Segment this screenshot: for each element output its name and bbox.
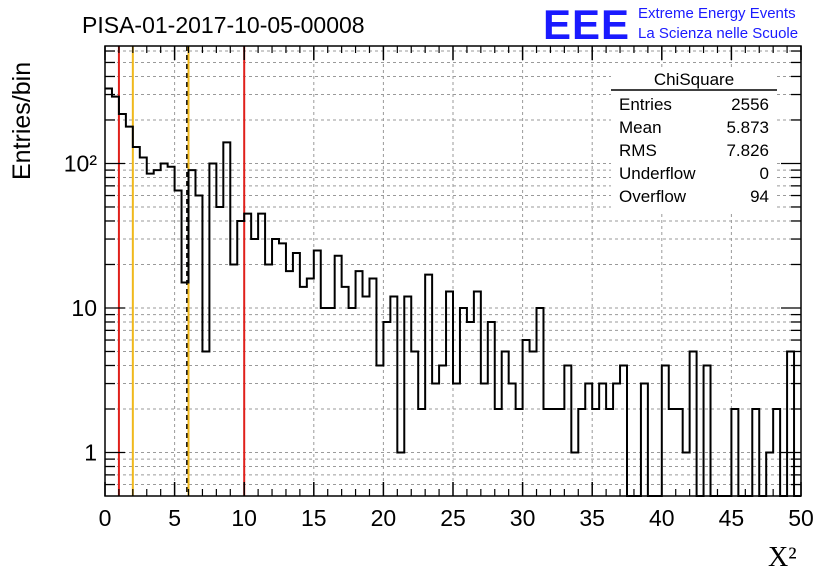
stats-label: Mean — [619, 118, 662, 137]
stats-label: RMS — [619, 141, 657, 160]
stats-value: 7.826 — [726, 141, 769, 160]
x-tick-label: 30 — [510, 505, 536, 531]
stats-title: ChiSquare — [654, 70, 734, 89]
stats-label: Overflow — [619, 187, 687, 206]
stats-value: 94 — [750, 187, 769, 206]
x-tick-label: 40 — [649, 505, 675, 531]
x-tick-label: 50 — [788, 505, 814, 531]
x-tick-label: 5 — [168, 505, 181, 531]
stats-box: ChiSquare Entries 2556 Mean 5.873 RMS 7.826 Un… — [611, 67, 777, 212]
x-tick-label: 20 — [371, 505, 397, 531]
x-tick-label: 25 — [440, 505, 466, 531]
logo-line1: Extreme Energy Events — [638, 5, 796, 22]
x-tick-label: 15 — [301, 505, 327, 531]
logo-line2: La Scienza nelle Scuole — [638, 25, 798, 42]
stats-label: Underflow — [619, 164, 696, 183]
stats-value: 5.873 — [726, 118, 769, 137]
x-axis-label: X² — [768, 542, 797, 572]
y-tick-label: 1 — [84, 439, 97, 465]
x-tick-label: 0 — [99, 505, 112, 531]
axes: 0 5 10 15 20 25 30 35 40 45 50 1 10 10² — [64, 46, 814, 531]
y-tick-label: 10² — [64, 150, 98, 176]
x-tick-label: 35 — [579, 505, 605, 531]
x-tick-label: 10 — [231, 505, 257, 531]
x-axis-label-text: X² — [768, 542, 797, 572]
x-tick-label: 45 — [719, 505, 745, 531]
logo-mark: EEE — [543, 1, 629, 48]
histogram-series — [105, 87, 801, 497]
chart-title: PISA-01-2017-10-05-00008 — [82, 12, 365, 38]
stats-value: 0 — [760, 164, 769, 183]
stats-label: Entries — [619, 95, 672, 114]
y-axis-label: Entries/bin — [8, 62, 36, 180]
y-tick-label: 10 — [71, 295, 97, 321]
stats-value: 2556 — [731, 95, 769, 114]
